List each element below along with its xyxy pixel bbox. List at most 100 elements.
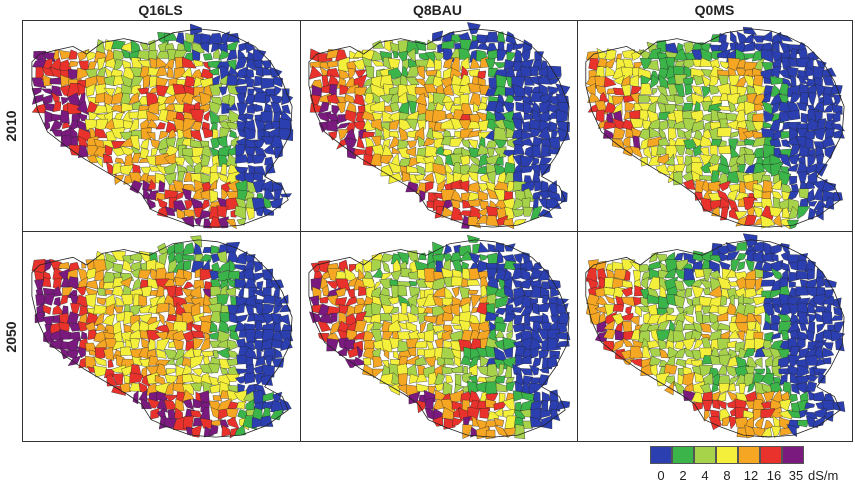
map-unit [423,329,435,342]
map-unit [155,302,169,314]
map-unit [104,289,113,295]
map-unit [512,43,526,51]
map-unit [406,41,420,54]
map-unit [93,356,107,367]
row-title-2010-text: 2010 [3,109,19,142]
map-unit [254,166,267,177]
map-unit [174,277,188,287]
legend-tick-label: 35 [788,468,804,483]
map-unit [718,260,731,270]
map-unit [347,67,356,81]
map-unit [405,76,420,85]
map-unit [192,398,206,409]
map-unit [245,69,255,80]
map-unit [94,347,106,360]
map-unit [528,382,545,396]
map-unit [479,254,489,261]
map-unit [112,277,124,288]
map-unit [155,348,167,359]
map-unit [486,215,499,227]
map-unit [699,323,712,333]
map-unit [477,241,490,253]
map-unit [103,153,114,164]
map-unit [166,357,175,365]
map-unit [752,296,767,306]
map-unit [646,313,662,325]
map-unit [647,260,662,271]
map-unit [804,402,815,409]
map-unit [326,68,340,78]
map-unit [664,267,678,279]
map-unit [42,315,55,326]
map-unit [199,417,213,429]
map-unit [612,126,626,139]
legend-tick-label: 16 [766,468,782,483]
legend-tick-label: 4 [701,468,709,483]
legend-unit: dS/m [808,468,839,483]
map-unit [163,394,179,402]
map-unit [760,214,776,229]
map-unit [807,154,817,168]
map-unit [649,74,659,90]
map-unit [326,120,338,132]
map-unit [209,320,218,333]
map-unit [236,102,249,116]
map-unit [407,293,418,309]
map-unit [202,53,213,61]
map-unit [388,296,400,305]
map-unit [93,304,107,315]
map-unit [423,172,435,183]
map-unit [700,48,714,62]
map-unit [216,250,227,263]
map-unit [769,288,784,300]
map-unit [488,328,498,342]
map-unit [786,410,801,419]
map-unit [138,269,152,280]
region-outline [31,239,293,438]
map-unit [210,245,220,255]
map-unit [638,95,652,103]
map-unit [348,264,357,274]
map-unit [594,305,609,314]
map-unit [120,293,133,307]
map-unit [326,338,339,352]
map-unit [156,135,170,151]
map-unit [103,75,116,87]
map-unit [753,315,762,326]
salinity-map [31,235,294,439]
map-unit [336,122,351,130]
legend-swatch [672,446,694,464]
map-unit [262,196,272,209]
map-unit [529,66,539,76]
map-unit [158,251,168,266]
map-unit [432,30,444,42]
map-unit [388,119,400,130]
map-unit [389,42,401,54]
map-unit [181,254,196,261]
map-unit [416,400,427,414]
map-unit [441,366,455,375]
map-unit [495,74,507,88]
map-unit [218,319,230,334]
map-unit [539,409,553,419]
map-unit [120,346,133,356]
map-unit [555,109,569,124]
map-unit [684,287,693,299]
map-unit [104,144,113,156]
map-unit [158,312,165,327]
map-unit [281,92,294,105]
map-unit [716,322,731,331]
map-unit [199,42,210,54]
map-unit [243,372,255,385]
map-unit [621,286,633,297]
map-unit [132,164,142,174]
map-unit [762,180,774,193]
map-unit [452,417,464,427]
map-unit [467,279,481,286]
map-unit [716,127,732,137]
map-unit [550,408,561,422]
map-unit [496,49,508,61]
map-unit [208,100,222,115]
map-unit [523,85,533,99]
salinity-map [585,233,846,439]
